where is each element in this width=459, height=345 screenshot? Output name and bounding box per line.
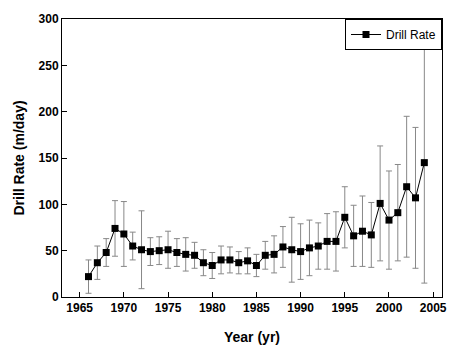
svg-text:50: 50: [45, 244, 59, 258]
svg-text:1990: 1990: [287, 301, 314, 315]
svg-text:2000: 2000: [376, 301, 403, 315]
svg-text:1965: 1965: [66, 301, 93, 315]
svg-text:Drill Rate (m/day): Drill Rate (m/day): [11, 100, 27, 215]
svg-text:250: 250: [39, 59, 59, 73]
svg-text:1980: 1980: [199, 301, 226, 315]
svg-text:0: 0: [52, 290, 59, 304]
svg-text:100: 100: [39, 198, 59, 212]
svg-text:1995: 1995: [331, 301, 358, 315]
svg-text:2005: 2005: [420, 301, 447, 315]
svg-text:Drill Rate: Drill Rate: [386, 28, 436, 42]
svg-text:Year (yr): Year (yr): [224, 329, 280, 345]
svg-text:150: 150: [39, 151, 59, 165]
svg-text:1985: 1985: [243, 301, 270, 315]
svg-text:200: 200: [39, 105, 59, 119]
svg-text:1975: 1975: [155, 301, 182, 315]
svg-text:300: 300: [39, 12, 59, 26]
svg-text:1970: 1970: [111, 301, 138, 315]
